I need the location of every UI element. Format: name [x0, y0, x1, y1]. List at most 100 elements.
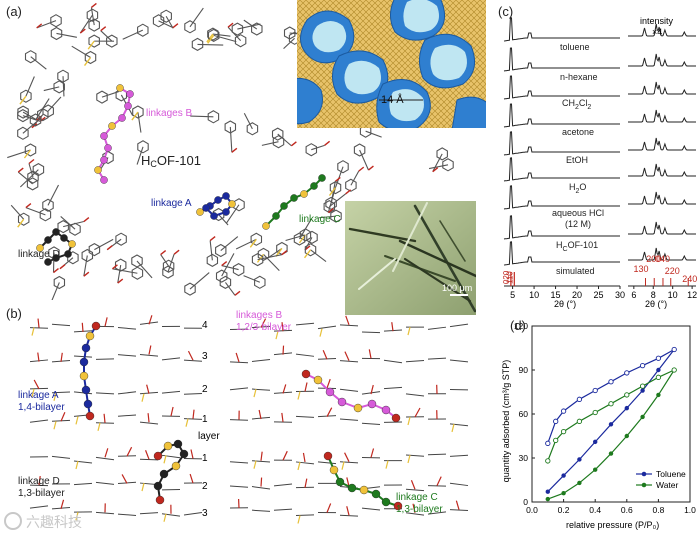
- layer-number-2-top: 2: [202, 384, 208, 395]
- bond: [7, 149, 31, 159]
- tick-label: 15: [551, 290, 561, 300]
- layer-strut: [139, 421, 159, 425]
- bond: [304, 237, 313, 251]
- bond: [310, 249, 327, 262]
- crystal-photo: [345, 201, 476, 315]
- linkage-a-bilayer-chain: [79, 321, 101, 421]
- benzene-ring: [232, 262, 245, 277]
- layer-strut: [229, 361, 249, 364]
- bond: [112, 268, 138, 274]
- layer-strut: [117, 354, 137, 357]
- oxygen-bond: [221, 261, 228, 267]
- layer-strut: [427, 326, 447, 330]
- benzene-ring: [53, 80, 65, 94]
- pattern-trace-zoom: [628, 163, 696, 177]
- bond: [359, 149, 369, 171]
- layer-strut: [295, 461, 315, 465]
- benzene-ring: [299, 228, 312, 242]
- linkage-atom: [91, 321, 101, 331]
- sulfur-bond: [319, 328, 323, 337]
- benzene-ring: [39, 208, 52, 222]
- legend-label: Water: [656, 480, 679, 490]
- layer-strut: [405, 512, 425, 516]
- layer-strut: [295, 322, 315, 326]
- oxygen-bond: [79, 28, 86, 34]
- oxygen-bond: [282, 384, 287, 394]
- hcof-sub: C: [562, 245, 568, 253]
- linkage-atom: [153, 481, 163, 491]
- linkage-atom: [318, 174, 326, 182]
- linkage-atom: [124, 102, 132, 110]
- benzene-ring: [114, 258, 127, 272]
- benzene-ring: [219, 275, 232, 290]
- data-point: [608, 379, 614, 385]
- oxygen-bond: [322, 350, 328, 360]
- oxygen-bond: [391, 322, 394, 332]
- data-point: [624, 433, 629, 439]
- data-point: [608, 401, 614, 407]
- linkage-atom: [81, 385, 91, 395]
- bond: [137, 111, 142, 133]
- linkage-atom: [214, 196, 222, 204]
- layer-number-3-top: 3: [202, 351, 208, 362]
- layer-strut: [361, 331, 381, 334]
- pattern-trace: [503, 47, 620, 72]
- data-point: [593, 467, 598, 472]
- bond: [25, 207, 46, 216]
- sulfur-bond: [75, 512, 79, 521]
- linkage-d-bilayer-name: linkage D: [18, 476, 60, 487]
- benzene-ring: [115, 232, 127, 246]
- benzene-ring: [325, 196, 337, 211]
- oxygen-bond: [104, 448, 109, 458]
- series-water-desorption: [545, 367, 677, 464]
- layer-strut: [383, 359, 403, 364]
- data-point: [640, 388, 645, 393]
- benzene-ring: [42, 198, 54, 212]
- oxygen-bond: [358, 166, 365, 172]
- isotherm-xlabel: relative pressure (P/P₀): [566, 520, 660, 530]
- bond: [365, 130, 382, 138]
- bond: [56, 32, 77, 38]
- layer-strut: [251, 460, 271, 463]
- sulfur-bond: [407, 416, 411, 426]
- layer-strut: [29, 505, 49, 509]
- bond: [136, 146, 144, 165]
- linkage-atom: [196, 208, 204, 216]
- isotherm-ylabel: quantity adsorbed (cm³/g STP): [501, 359, 511, 483]
- benzene-ring: [353, 143, 366, 157]
- pattern-trace-zoom: [628, 109, 696, 123]
- linkage-atom: [83, 399, 93, 409]
- oxygen-bond: [370, 384, 374, 395]
- pattern-trace-zoom: [628, 81, 696, 95]
- benzene-ring: [160, 9, 172, 23]
- linkage-atom: [44, 236, 52, 244]
- bond: [229, 126, 233, 153]
- benzene-ring: [152, 14, 165, 28]
- linkage-atom: [116, 84, 124, 92]
- hcof-rest: OF-101: [567, 240, 599, 250]
- benzene-ring: [306, 230, 318, 245]
- oxygen-bond: [146, 384, 150, 394]
- data-point: [545, 496, 550, 502]
- bond: [319, 215, 337, 219]
- linkage-atom: [222, 192, 230, 200]
- tick-label: 10: [529, 290, 539, 300]
- benzene-ring: [102, 150, 114, 165]
- layer-strut: [427, 357, 447, 360]
- bond: [189, 7, 204, 28]
- pattern-label-acetone: acetone: [562, 127, 595, 137]
- linkage-atom: [79, 357, 89, 367]
- oxygen-bond: [104, 317, 108, 327]
- layer-strut: [251, 388, 271, 391]
- oxygen-bond: [258, 409, 262, 420]
- linkage-atom: [159, 469, 169, 479]
- linkage-atom: [85, 411, 95, 421]
- benzene-ring: [69, 222, 81, 236]
- sulfur-bond: [75, 416, 79, 425]
- linkage-atom: [337, 397, 347, 407]
- linkage-atom: [228, 200, 236, 208]
- oxygen-bond: [281, 412, 284, 423]
- oxygen-bond: [17, 167, 24, 173]
- oxygen-bond: [121, 474, 128, 484]
- data-point: [608, 422, 614, 427]
